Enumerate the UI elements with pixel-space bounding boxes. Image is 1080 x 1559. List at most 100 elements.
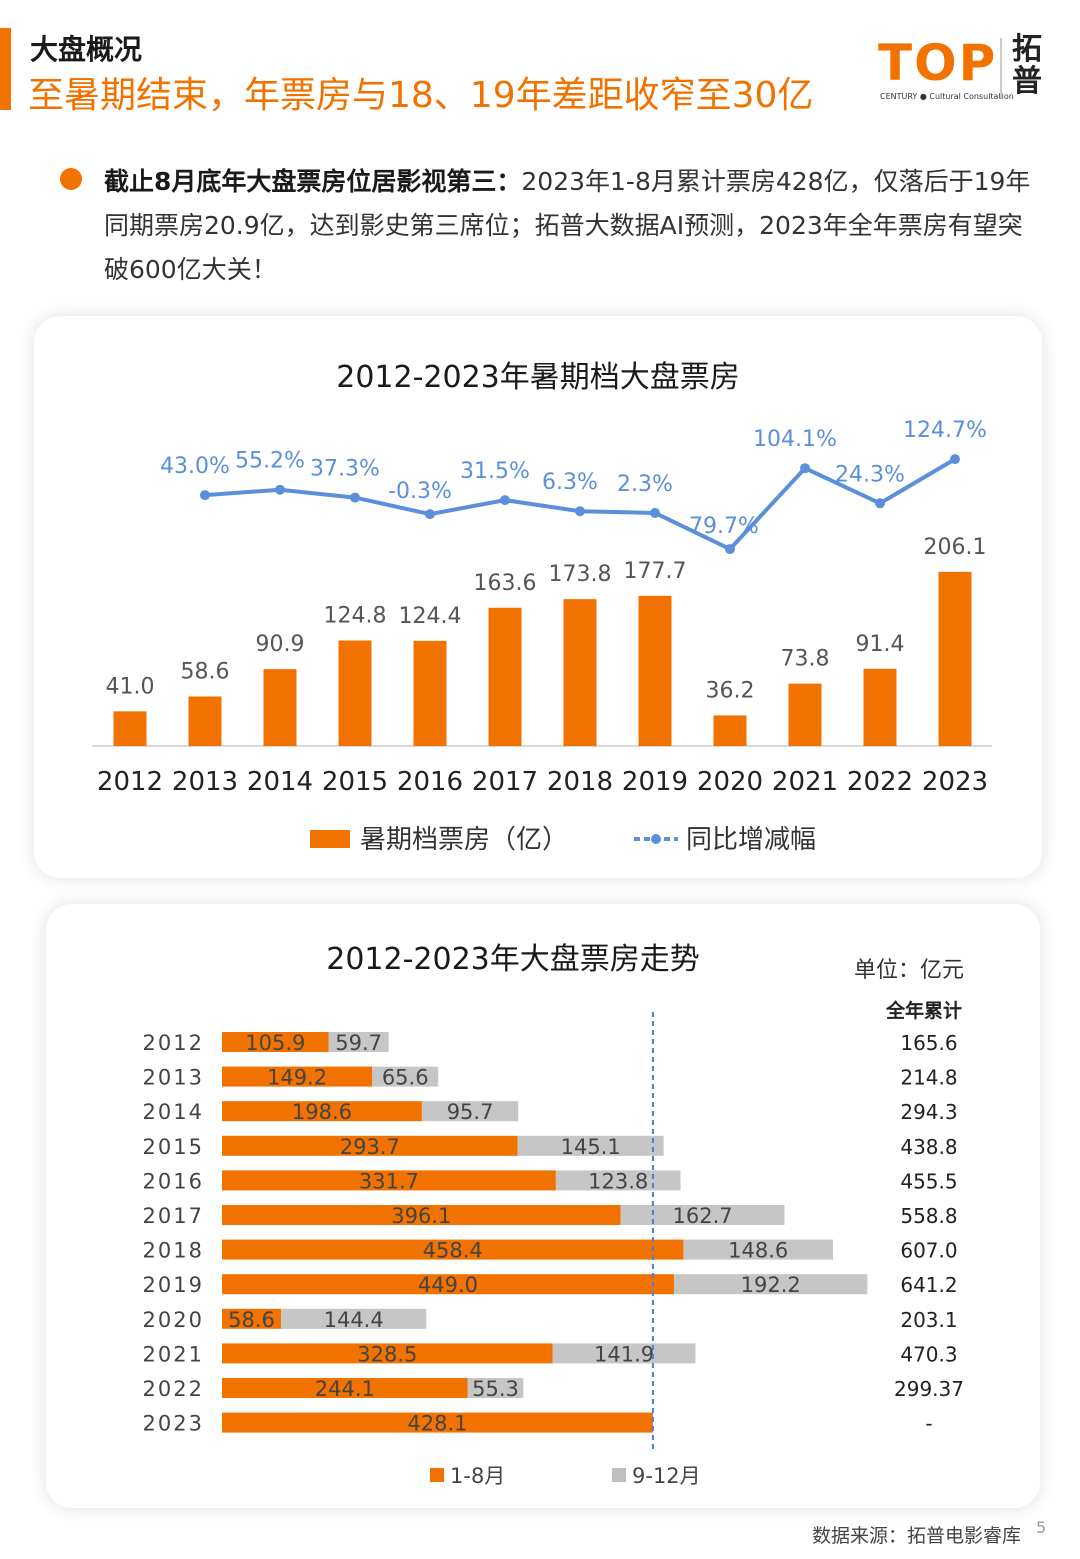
bullet-dot-icon <box>60 168 82 190</box>
x-tick-label-2014: 2014 <box>247 767 313 797</box>
summer-bar-label-2015: 124.8 <box>324 604 387 629</box>
x-tick-label-2017: 2017 <box>472 767 538 797</box>
total-value-2016: 455.5 <box>900 1169 957 1193</box>
bar-sep-dec-2015 <box>517 1135 664 1156</box>
total-value-2014: 294.3 <box>900 1100 957 1124</box>
total-value-2018: 607.0 <box>900 1239 957 1263</box>
summer-bar-2014 <box>263 669 297 746</box>
yoy-label-2018: 6.3% <box>542 470 598 495</box>
bar-sep-dec-label-2015: 145.1 <box>561 1135 621 1159</box>
summer-bar-label-2014: 90.9 <box>256 632 305 657</box>
bar-sep-dec-2022 <box>467 1378 524 1398</box>
bar-sep-dec-2021 <box>552 1343 696 1364</box>
summer-bar-2013 <box>188 696 222 746</box>
summer-bar-label-2023: 206.1 <box>924 535 987 560</box>
bar-jan-aug-2021 <box>222 1343 553 1364</box>
y-tick-label-2019: 2019 <box>143 1273 204 1297</box>
summer-boxoffice-card: 2012-2023年暑期档大盘票房 41.0 2012 58.6 2013 90.9 20… <box>34 316 1042 878</box>
bar-jan-aug-2020 <box>222 1308 281 1329</box>
y-tick-label-2016: 2016 <box>143 1169 204 1193</box>
trend-chart-title: 2012-2023年大盘票房走势 <box>326 942 700 977</box>
summer-bar-label-2021: 73.8 <box>781 647 830 672</box>
y-tick-label-2021: 2021 <box>143 1342 204 1366</box>
yoy-label-2015: 37.3% <box>310 457 380 482</box>
page-number: 5 <box>1036 1518 1047 1537</box>
bar-jan-aug-label-2013: 149.2 <box>267 1066 327 1090</box>
yoy-point-2014 <box>275 484 285 495</box>
bar-sep-dec-2019 <box>673 1274 868 1295</box>
summer-bar-2018 <box>563 599 597 746</box>
summer-bar-2017 <box>488 607 522 746</box>
y-tick-label-2020: 2020 <box>143 1308 204 1332</box>
total-value-2013: 214.8 <box>900 1066 957 1090</box>
logo-mark: TOP <box>878 34 998 92</box>
bar-jan-aug-label-2015: 293.7 <box>340 1135 400 1159</box>
y-tick-label-2022: 2022 <box>143 1377 204 1401</box>
summer-bar-label-2013: 58.6 <box>181 659 230 684</box>
yoy-point-2015 <box>350 492 360 503</box>
summer-bar-2015 <box>338 640 372 746</box>
yoy-label-2019: 2.3% <box>617 472 673 497</box>
x-tick-label-2012: 2012 <box>97 767 163 797</box>
total-value-2021: 470.3 <box>900 1342 957 1366</box>
bar-sep-dec-label-2021: 141.9 <box>594 1342 654 1366</box>
total-value-2023: - <box>925 1412 932 1436</box>
bar-sep-dec-2012 <box>328 1032 389 1052</box>
summer-bar-2019 <box>638 595 672 746</box>
yoy-point-2021 <box>800 463 810 474</box>
summer-bar-2012 <box>113 711 147 746</box>
y-tick-label-2012: 2012 <box>143 1031 204 1055</box>
yoy-point-2023 <box>950 454 960 465</box>
annual-trend-card: 2012-2023年大盘票房走势 单位：亿元 全年累计 2012 105.9 59.… <box>46 904 1040 1508</box>
total-value-2017: 558.8 <box>900 1204 957 1228</box>
bar-jan-aug-2017 <box>222 1205 621 1225</box>
bar-jan-aug-2022 <box>222 1378 468 1398</box>
yoy-point-2020 <box>725 544 735 555</box>
bar-jan-aug-label-2012: 105.9 <box>245 1031 305 1055</box>
yoy-label-2013: 43.0% <box>160 454 230 479</box>
page-headline: 至暑期结束，年票房与18、19年差距收窄至30亿 <box>28 75 814 116</box>
summer-bar-label-2017: 163.6 <box>474 571 537 596</box>
unit-label: 单位：亿元 <box>854 958 965 983</box>
legend-sep-dec-label: 9-12月 <box>632 1464 701 1488</box>
bar-jan-aug-label-2019: 449.0 <box>418 1273 478 1297</box>
bar-sep-dec-label-2013: 65.6 <box>382 1066 429 1090</box>
summary-body: 2023年1-8月累计票房428亿，仅落后于19年同期票房20.9亿，达到影史第… <box>104 167 1031 284</box>
x-tick-label-2018: 2018 <box>547 767 613 797</box>
section-kicker: 大盘概况 <box>30 33 143 66</box>
bar-jan-aug-label-2020: 58.6 <box>228 1308 275 1332</box>
yoy-point-2013 <box>200 490 210 501</box>
x-tick-label-2023: 2023 <box>922 767 988 797</box>
x-tick-label-2022: 2022 <box>847 767 913 797</box>
total-value-2012: 165.6 <box>900 1031 957 1055</box>
bar-jan-aug-label-2021: 328.5 <box>357 1342 417 1366</box>
legend-bar-label: 暑期档票房（亿） <box>360 825 568 855</box>
summer-bar-label-2012: 41.0 <box>106 674 155 699</box>
bar-jan-aug-label-2017: 396.1 <box>391 1204 451 1228</box>
logo-subtitle: CENTURY ● Cultural Consultation <box>880 92 1014 101</box>
annual-trend-chart: 2012 105.9 59.7 165.6 2013 149.2 65.6 214.8 2014… <box>143 1012 964 1488</box>
y-tick-label-2023: 2023 <box>143 1412 204 1436</box>
brand-logo: TOP CENTURY ● Cultural Consultation 拓普 <box>878 34 1058 104</box>
bar-sep-dec-2020 <box>280 1308 427 1329</box>
bar-jan-aug-2015 <box>222 1135 518 1156</box>
summer-boxoffice-chart: 41.0 2012 58.6 2013 90.9 2014 124.8 2015 124.4 20… <box>92 418 992 855</box>
bar-sep-dec-2018 <box>683 1239 834 1260</box>
bar-sep-dec-2014 <box>421 1101 519 1122</box>
yoy-label-2020: -79.7% <box>681 514 759 539</box>
bar-sep-dec-label-2017: 162.7 <box>673 1204 733 1228</box>
total-value-2015: 438.8 <box>900 1135 957 1159</box>
yoy-point-2017 <box>500 495 510 506</box>
bar-sep-dec-label-2012: 59.7 <box>335 1031 382 1055</box>
x-tick-label-2016: 2016 <box>397 767 463 797</box>
bar-jan-aug-2016 <box>222 1170 556 1191</box>
bar-jan-aug-label-2018: 458.4 <box>423 1239 483 1263</box>
bar-sep-dec-label-2020: 144.4 <box>324 1308 384 1332</box>
x-tick-label-2019: 2019 <box>622 767 688 797</box>
x-tick-label-2013: 2013 <box>172 767 238 797</box>
summer-bar-label-2022: 91.4 <box>856 632 905 657</box>
yoy-label-2022: 24.3% <box>835 462 905 487</box>
summer-bar-2016 <box>413 640 447 746</box>
yoy-label-2017: 31.5% <box>460 459 530 484</box>
y-tick-label-2018: 2018 <box>143 1239 204 1263</box>
